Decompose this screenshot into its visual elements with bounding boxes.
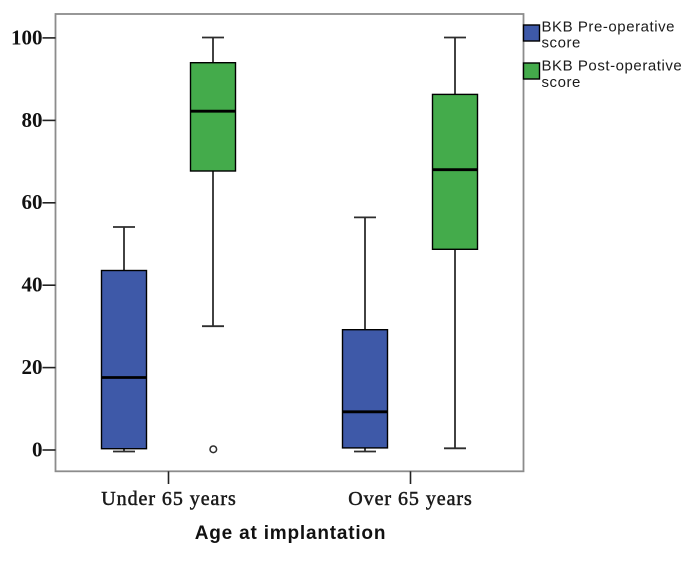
svg-text:60: 60 [22,190,43,214]
svg-text:Under 65 years: Under 65 years [101,488,236,510]
svg-text:40: 40 [22,273,43,297]
svg-text:BKB Pre-operative: BKB Pre-operative [542,19,676,36]
svg-text:Age at implantation: Age at implantation [195,523,387,544]
svg-text:80: 80 [22,108,43,132]
svg-text:score: score [542,74,581,91]
svg-text:score: score [542,35,581,52]
svg-text:0: 0 [32,437,43,461]
svg-text:BKB Post-operative: BKB Post-operative [542,58,683,75]
svg-text:100: 100 [11,25,43,49]
svg-text:Over 65 years: Over 65 years [348,488,473,510]
svg-text:20: 20 [22,355,43,379]
